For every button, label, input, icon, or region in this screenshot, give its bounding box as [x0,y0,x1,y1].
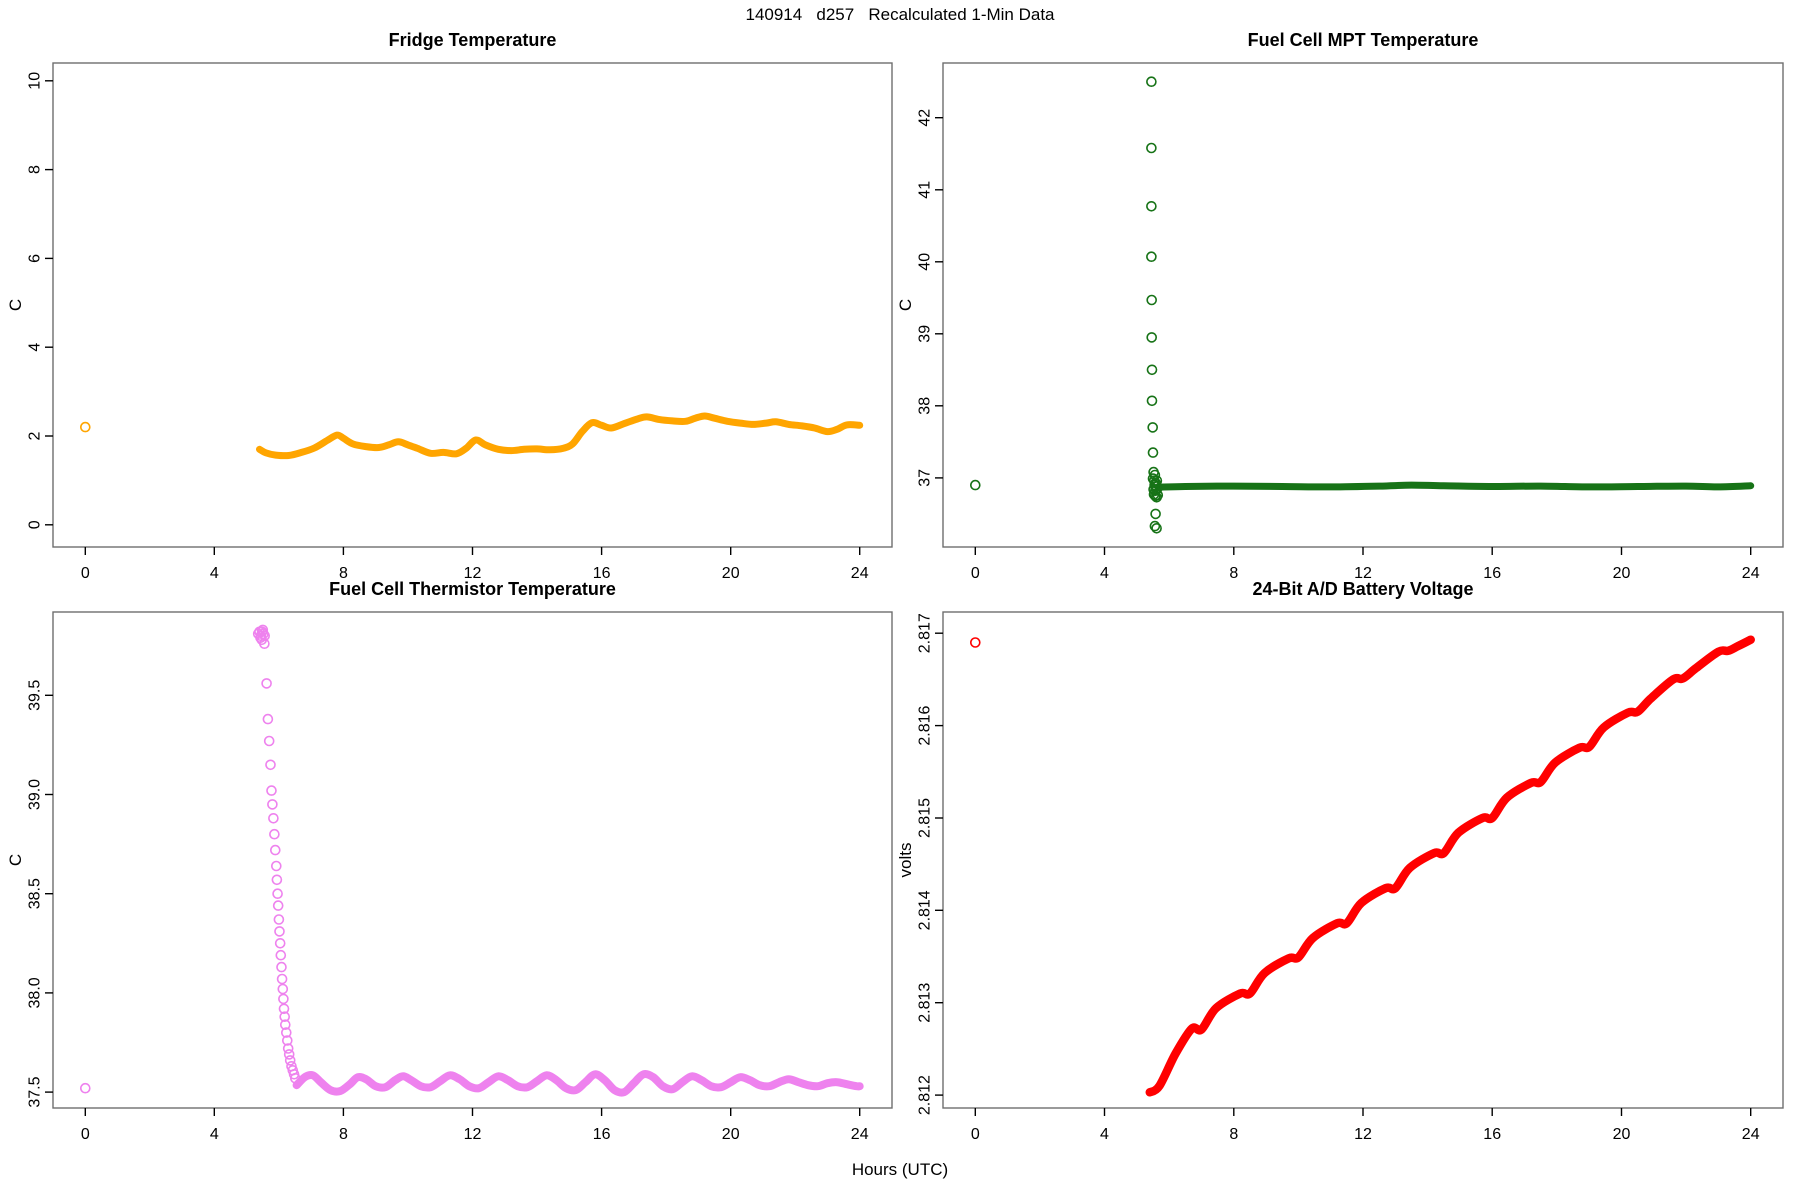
svg-text:4: 4 [210,565,219,582]
y-axis-label-fridge: C [6,298,25,312]
svg-text:24: 24 [851,565,869,582]
panel-battery: 0 4 8 12 16 20 242.8122.8132.8142.8152.8162.81… [917,611,1784,1143]
svg-text:39.0: 39.0 [27,779,44,810]
y-axis-label-battery: volts [896,842,915,878]
svg-text:20: 20 [722,565,740,582]
svg-text:38.5: 38.5 [27,878,44,909]
plot-box-mpt [942,62,1784,548]
y-axis-thermistor: 37.5 38.0 38.5 39.0 39.5 [27,680,53,1108]
svg-text:2: 2 [27,431,44,440]
svg-text:16: 16 [593,565,611,582]
svg-text:0: 0 [971,1126,980,1143]
svg-text:0: 0 [81,565,90,582]
y-axis-mpt: 37 38 39 40 41 42 [917,109,943,487]
thermistor-tail-trace [292,1070,864,1097]
svg-text:24: 24 [1742,565,1760,582]
svg-text:10: 10 [27,72,44,90]
panel-title-fridge: Fridge Temperature [388,30,557,50]
fridge-isolated-point [80,421,91,433]
svg-text:20: 20 [1613,1126,1631,1143]
panel-title-mpt: Fuel Cell MPT Temperature [1247,30,1479,50]
y-axis-fridge: 0 2 4 6 8 10 [27,72,53,529]
plot-box-thermistor [52,611,893,1109]
svg-text:20: 20 [1613,565,1631,582]
fridge-points [80,421,91,433]
svg-text:0: 0 [81,1126,90,1143]
svg-text:4: 4 [1100,1126,1109,1143]
mpt-points [969,76,1164,534]
battery-voltage-trace [1145,635,1755,1097]
mpt-isolated-point [969,479,981,491]
battery-isolated-point [969,637,981,648]
svg-text:40: 40 [917,253,934,271]
svg-text:12: 12 [1354,1126,1372,1143]
svg-text:41: 41 [917,181,934,199]
svg-text:2.816: 2.816 [917,705,934,745]
svg-text:12: 12 [1354,565,1372,582]
plot-box-battery [942,611,1784,1109]
svg-text:37.5: 37.5 [27,1076,44,1107]
shared-x-axis-label: Hours (UTC) [851,1160,949,1179]
svg-text:2.812: 2.812 [917,1075,934,1115]
battery-points [969,637,981,648]
svg-text:8: 8 [1229,1126,1238,1143]
svg-text:39: 39 [917,325,934,343]
svg-text:8: 8 [339,565,348,582]
svg-text:16: 16 [593,1126,611,1143]
panel-title-thermistor: Fuel Cell Thermistor Temperature [329,579,616,599]
svg-text:12: 12 [464,565,482,582]
svg-text:16: 16 [1483,565,1501,582]
svg-text:39.5: 39.5 [27,680,44,711]
svg-text:42: 42 [917,109,934,127]
svg-text:0: 0 [27,520,44,529]
x-axis-battery: 0 4 8 12 16 20 24 [971,1108,1760,1143]
panel-title-battery: 24-Bit A/D Battery Voltage [1252,579,1474,599]
thermistor-isolated-point [80,1082,91,1094]
thermistor-points [80,624,301,1094]
page-title: 140914 d257 Recalculated 1-Min Data [745,5,1055,24]
svg-text:0: 0 [971,565,980,582]
svg-text:2.817: 2.817 [917,613,934,653]
svg-text:38.0: 38.0 [27,977,44,1008]
svg-text:8: 8 [339,1126,348,1143]
svg-text:24: 24 [851,1126,869,1143]
svg-text:12: 12 [464,1126,482,1143]
fridge-temp-trace [256,412,864,460]
svg-text:8: 8 [27,165,44,174]
svg-text:4: 4 [1100,565,1109,582]
svg-text:16: 16 [1483,1126,1501,1143]
svg-text:8: 8 [1229,565,1238,582]
svg-text:24: 24 [1742,1126,1760,1143]
svg-text:2.814: 2.814 [917,890,934,930]
panel-thermistor: 0 4 8 12 16 20 24 37.5 38.0 38.5 39.0 39.5 [27,611,893,1143]
y-axis-battery: 2.812 2.813 2.814 2.815 2.816 2.817 [917,613,943,1115]
x-axis-fridge: 0 4 8 12 16 20 24 [81,547,869,582]
plot-box-fridge [52,62,893,548]
svg-text:37: 37 [917,469,934,487]
svg-text:4: 4 [27,343,44,352]
y-axis-label-thermistor: C [6,853,25,867]
svg-text:38: 38 [917,397,934,415]
svg-text:2.815: 2.815 [917,798,934,838]
svg-text:2.813: 2.813 [917,983,934,1023]
y-axis-label-mpt: C [896,298,915,312]
svg-text:4: 4 [210,1126,219,1143]
x-axis-mpt: 0 4 8 12 16 20 24 [971,547,1760,582]
svg-text:20: 20 [722,1126,740,1143]
mpt-steady-band [1154,481,1755,491]
svg-text:6: 6 [27,254,44,263]
x-axis-thermistor: 0 4 8 12 16 20 24 [81,1108,869,1143]
panel-mpt: 0 4 8 12 16 20 24 37 38 39 40 41 42 [917,62,1784,582]
